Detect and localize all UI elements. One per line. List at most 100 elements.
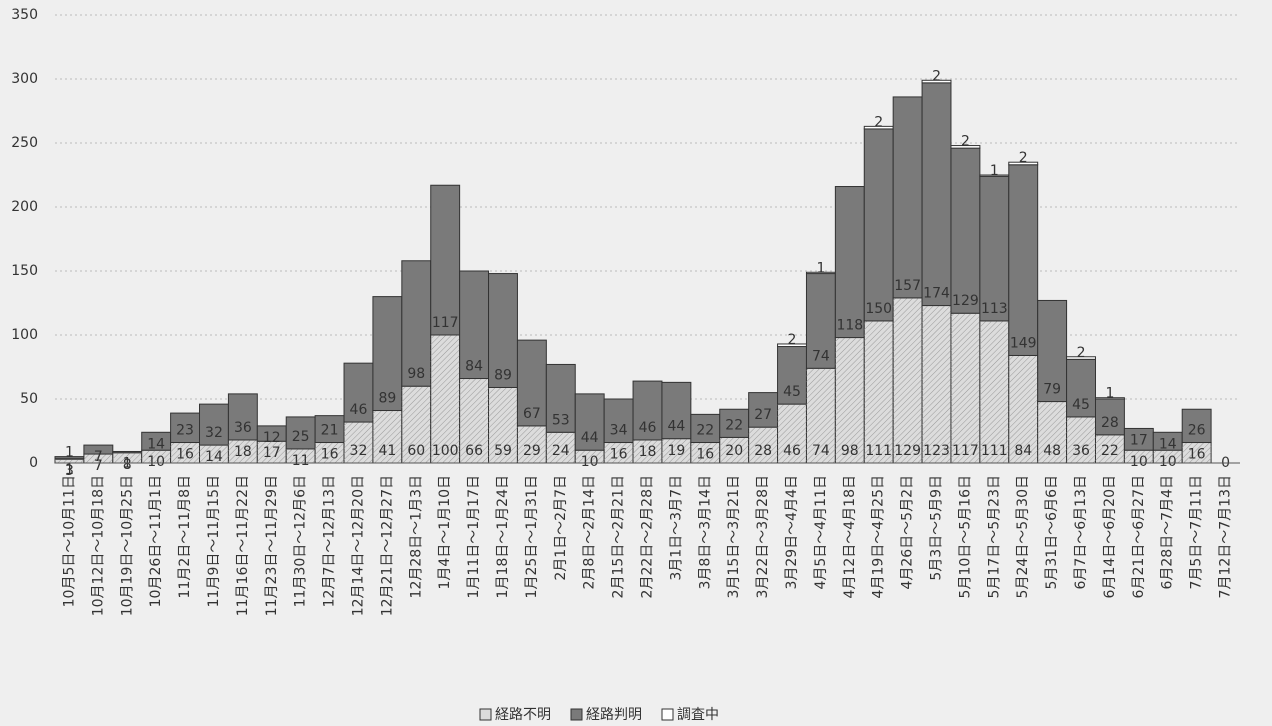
value-label: 157 [894,278,921,294]
value-label: 17 [1130,432,1148,448]
value-label: 16 [176,447,194,463]
value-label: 118 [836,318,863,334]
bar-segment [690,413,721,444]
x-tick-label: 5月3日～5月9日 [929,475,945,581]
bar-segment [979,175,1010,322]
x-tick-label: 3月29日～4月4日 [784,475,800,590]
value-label: 111 [981,443,1008,459]
bar-segment [488,273,518,388]
x-tick-label: 2月8日～2月14日 [582,475,598,590]
x-tick-label: 5月31日～6月6日 [1044,475,1060,590]
value-label: 24 [552,443,570,459]
bar-segment [1037,299,1068,403]
bar-segment [372,296,403,412]
x-tick-label: 10月19日～10月25日 [119,475,135,616]
bar-segment [1094,397,1125,400]
bar-segment [1008,161,1039,166]
value-label: 2 [961,134,970,150]
value-label: 7 [94,449,103,465]
value-label: 18 [639,444,657,460]
x-tick-label: 6月14日～6月20日 [1102,475,1118,598]
x-tick-label: 10月5日～10月11日 [61,475,77,607]
value-label: 84 [1014,443,1032,459]
value-label: 10 [1130,454,1148,470]
value-label: 14 [147,436,165,452]
bar-segment [863,128,894,322]
value-label: 10 [581,454,599,470]
x-tick-label: 7月12日～7月13日 [1218,475,1234,598]
y-tick-label: 0 [29,455,38,471]
x-tick-label: 6月21日～6月27日 [1131,475,1147,598]
value-label: 10 [1159,454,1177,470]
value-label: 18 [234,444,252,460]
y-tick-label: 300 [11,71,38,87]
value-label: 23 [176,423,194,439]
x-tick-label: 1月4日～1月10日 [437,475,453,590]
x-tick-label: 6月7日～6月13日 [1073,475,1089,590]
value-label: 2 [1019,150,1028,166]
x-tick-label: 1月11日～1月17日 [466,475,482,598]
value-label: 46 [639,420,657,436]
x-tick-label: 4月12日～4月18日 [842,475,858,598]
bar-segment [430,184,461,336]
bar-segment [921,79,952,84]
bar-segment [83,444,114,455]
value-label: 17 [263,445,281,461]
value-label: 32 [350,443,368,459]
value-label: 174 [923,286,950,302]
bar-segment [1008,164,1039,356]
bar-segment [314,415,345,444]
x-tick-label: 4月5日～4月11日 [813,475,829,590]
bar-segment [921,82,952,307]
value-label: 7 [94,458,103,474]
value-label: 150 [865,301,892,317]
x-tick-label: 2月1日～2月7日 [553,475,569,581]
value-label: 74 [812,348,830,364]
value-label: 67 [523,406,541,422]
value-label: 100 [432,443,459,459]
value-label: 2 [932,68,941,84]
value-label: 25 [292,429,310,445]
bar-segment [343,362,374,423]
bar-segment [199,403,229,446]
value-label: 98 [841,443,859,459]
value-label: 111 [865,443,892,459]
value-label: 1 [816,260,825,276]
bar-segment [719,408,750,438]
value-label: 36 [1072,443,1090,459]
value-label: 48 [1043,443,1061,459]
x-tick-label: 5月24日～5月30日 [1015,475,1031,598]
value-label: 59 [494,443,512,459]
bar-segment [112,450,143,454]
bar-segment [632,380,663,441]
value-label: 84 [465,359,483,375]
value-label: 36 [234,420,252,436]
value-label: 16 [321,447,339,463]
value-label: 20 [725,443,743,459]
bar-segment [459,270,490,380]
x-tick-label: 3月15日～3月21日 [726,475,742,598]
value-label: 22 [725,417,743,433]
legend-label: 調査中 [677,707,719,723]
legend-marker [661,708,674,721]
x-tick-label: 11月30日～12月6日 [293,475,309,607]
value-label: 89 [494,367,512,383]
legend-marker [479,708,492,721]
value-label: 113 [981,301,1008,317]
x-tick-label: 11月2日～11月8日 [177,475,193,598]
value-label: 46 [350,402,368,418]
x-tick-label: 4月26日～5月2日 [900,475,916,590]
bar-segment [401,260,432,387]
value-label: 22 [696,423,714,439]
value-label: 28 [754,443,772,459]
value-label: 1 [65,462,74,478]
value-label: 16 [610,447,628,463]
y-tick-label: 50 [20,391,38,407]
value-label: 46 [783,443,801,459]
value-label: 149 [1010,335,1037,351]
x-tick-label: 12月14日～12月20日 [350,475,366,616]
value-label: 2 [788,332,797,348]
value-label: 123 [923,443,950,459]
x-tick-label: 10月12日～10月18日 [90,475,106,616]
